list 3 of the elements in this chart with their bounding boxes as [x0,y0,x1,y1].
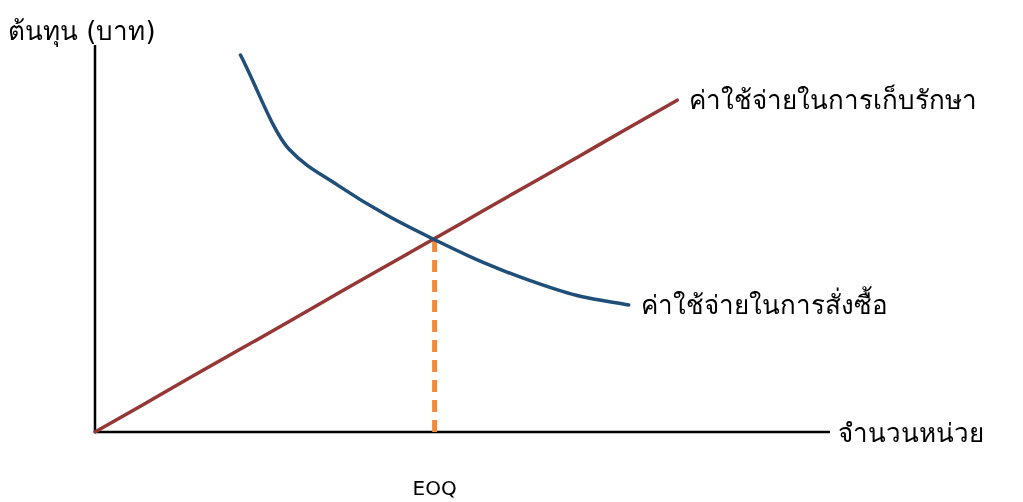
ref-label: EOQ [412,476,457,500]
xlabel: จำนวนหน่วย [838,418,984,448]
ylabel: ต้นทุน (บาท) [8,16,156,46]
